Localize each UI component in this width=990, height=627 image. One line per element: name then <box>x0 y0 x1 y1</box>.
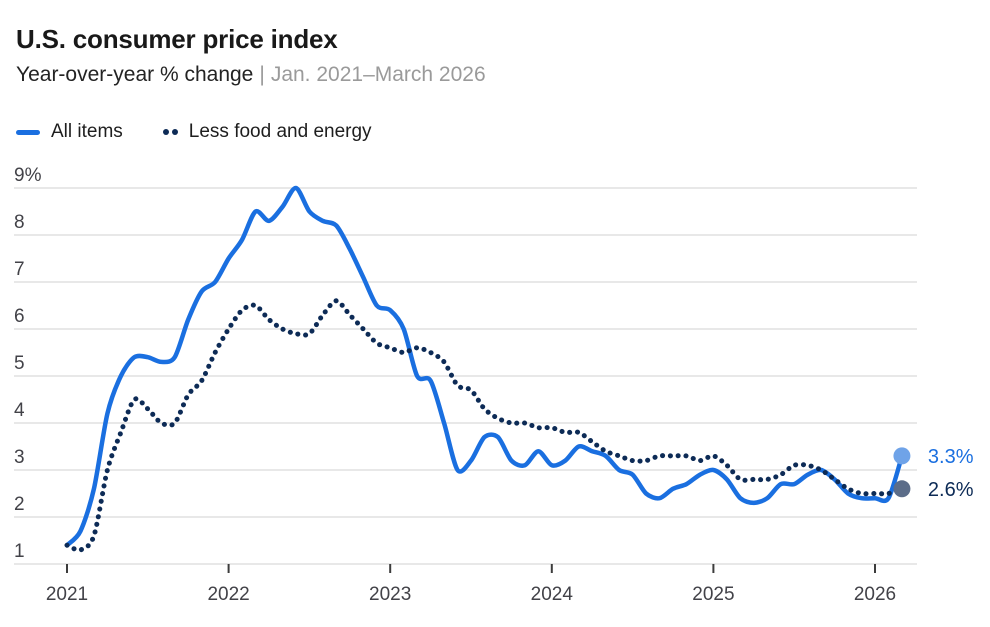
chart-legend: All items Less food and energy <box>16 121 372 143</box>
all-items-line-swatch-icon <box>16 129 40 135</box>
x-tick-label: 2022 <box>207 584 249 605</box>
end-label-all-items: 3.3% <box>928 446 974 468</box>
y-tick-label: 4 <box>14 400 25 421</box>
legend-label-core: Less food and energy <box>188 121 372 142</box>
subtitle-metric: Year-over-year % change <box>16 63 254 86</box>
y-tick-label: 1 <box>14 541 25 562</box>
subtitle-date-range: Jan. 2021–March 2026 <box>270 63 486 86</box>
chart-title: U.S. consumer price index <box>16 24 338 54</box>
legend-item-all-items: All items <box>16 121 123 143</box>
end-dot-all-items <box>893 447 911 465</box>
legend-label-all-items: All items <box>51 121 123 142</box>
core-dotted-swatch-icon <box>162 129 178 135</box>
y-tick-label: 8 <box>14 212 25 233</box>
y-tick-label: 3 <box>14 447 25 468</box>
series-line-all-items <box>64 185 905 548</box>
y-tick-label: 9% <box>14 165 42 186</box>
x-tick-label: 2026 <box>854 584 896 605</box>
end-dot-less-food-and-energy <box>893 480 911 498</box>
x-tick-label: 2023 <box>369 584 411 605</box>
chart-subtitle: Year-over-year % change | Jan. 2021–March … <box>16 63 486 87</box>
series-line-less-food-and-energy <box>64 298 905 553</box>
y-tick-label: 7 <box>14 259 25 280</box>
y-tick-label: 5 <box>14 353 25 374</box>
subtitle-separator: | <box>259 63 265 86</box>
end-label-less-food-and-energy: 2.6% <box>928 479 974 501</box>
x-tick-label: 2024 <box>531 584 574 605</box>
x-tick-label: 2021 <box>46 584 88 605</box>
y-tick-label: 6 <box>14 306 25 327</box>
y-tick-label: 2 <box>14 494 25 515</box>
legend-item-core: Less food and energy <box>162 121 372 143</box>
x-tick-label: 2025 <box>692 584 734 605</box>
